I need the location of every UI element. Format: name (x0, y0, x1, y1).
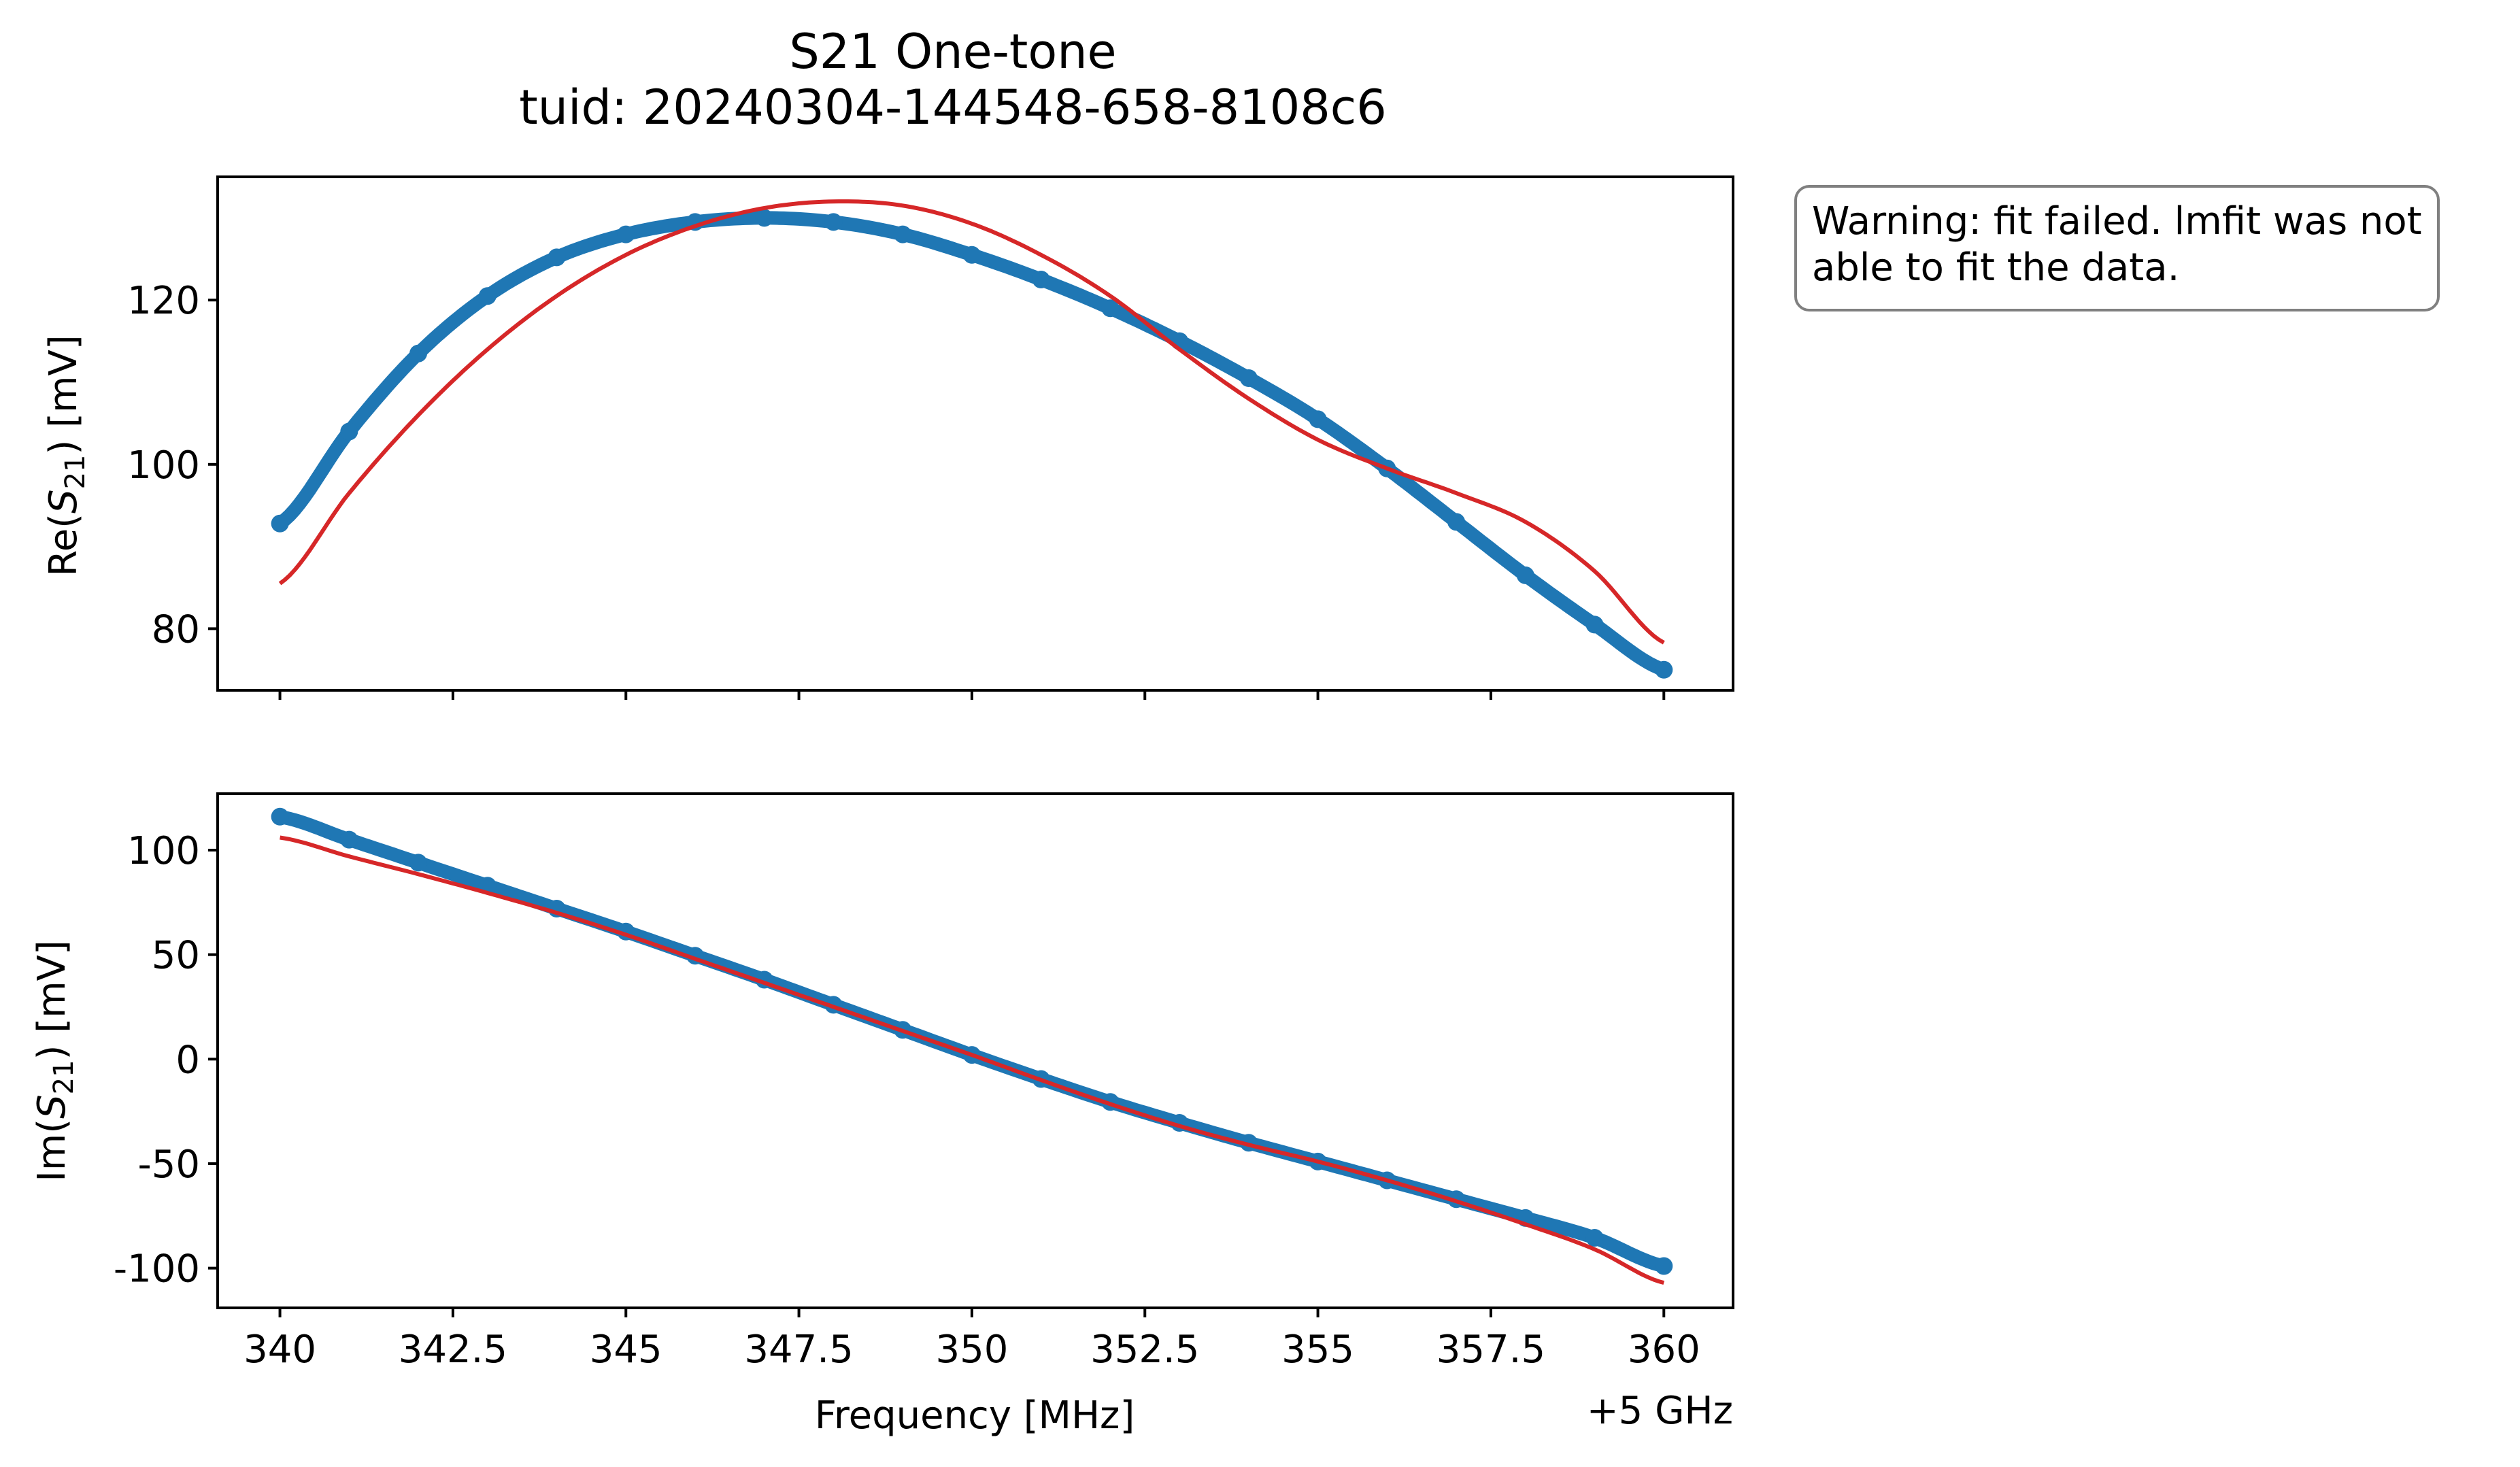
data-point (755, 209, 773, 227)
data-point (1516, 566, 1534, 584)
fit-warning-box: Warning: fit failed. lmfit was not able … (1794, 185, 2440, 311)
y-tick-label: -100 (114, 1247, 200, 1292)
x-axis-offset-label: +5 GHz (1587, 1389, 1733, 1433)
y-tick-label: 0 (175, 1038, 200, 1082)
data-point (271, 807, 289, 826)
chart-title: S21 One-tone (789, 24, 1116, 80)
data-point (1309, 410, 1327, 428)
data-point (894, 225, 912, 243)
data-point (409, 344, 427, 362)
y-axis-label-re: Re(S21) [mV] (41, 335, 91, 576)
data-point (1585, 1229, 1604, 1247)
x-tick-label: 345 (590, 1328, 662, 1372)
data-point (271, 514, 289, 533)
data-point (409, 854, 427, 872)
y-tick-label: 100 (127, 443, 200, 488)
x-tick-label: 340 (243, 1328, 316, 1372)
data-point (1655, 1257, 1673, 1275)
y-tick-label: 50 (152, 934, 200, 978)
x-tick-label: 342.5 (399, 1328, 507, 1372)
data-point (340, 830, 358, 849)
x-tick-label: 357.5 (1437, 1328, 1545, 1372)
data-point (824, 213, 843, 231)
data-point (1655, 660, 1673, 679)
bottom-panel-im-s21: -100 -50 0 50 100 340 342.5 345 347.5 350 352.5 355… (114, 792, 1734, 1372)
data-point (1101, 299, 1120, 318)
axes-frame (216, 175, 1734, 692)
y-tick-label: 120 (127, 279, 200, 323)
y-axis-label-im: Im(S21) [mV] (30, 940, 80, 1182)
x-tick-label: 350 (935, 1328, 1008, 1372)
data-point (548, 248, 566, 267)
data-point (1585, 616, 1604, 634)
data-point (962, 246, 981, 264)
y-tick-label: 100 (127, 829, 200, 873)
data-point (1032, 271, 1050, 288)
data-point (1447, 513, 1466, 531)
x-axis-label: Frequency [MHz] (815, 1394, 1135, 1438)
fit-line (278, 199, 1665, 645)
x-tick-label: 347.5 (744, 1328, 853, 1372)
data-point (617, 225, 635, 243)
x-tick-label: 360 (1628, 1328, 1700, 1372)
data-point (340, 422, 358, 441)
data-series-band (273, 211, 1671, 677)
top-panel-re-s21: 80 100 120 (127, 175, 1734, 700)
y-tick-label: -50 (138, 1143, 200, 1187)
data-point (478, 287, 497, 305)
axes-frame (216, 792, 1734, 1309)
chart-subtitle: tuid: 20240304-144548-658-8108c6 (519, 80, 1387, 135)
x-tick-label: 352.5 (1090, 1328, 1199, 1372)
y-tick-label: 80 (152, 607, 200, 652)
fit-line (280, 835, 1665, 1285)
x-tick-label: 355 (1281, 1328, 1354, 1372)
data-point (1239, 369, 1258, 387)
